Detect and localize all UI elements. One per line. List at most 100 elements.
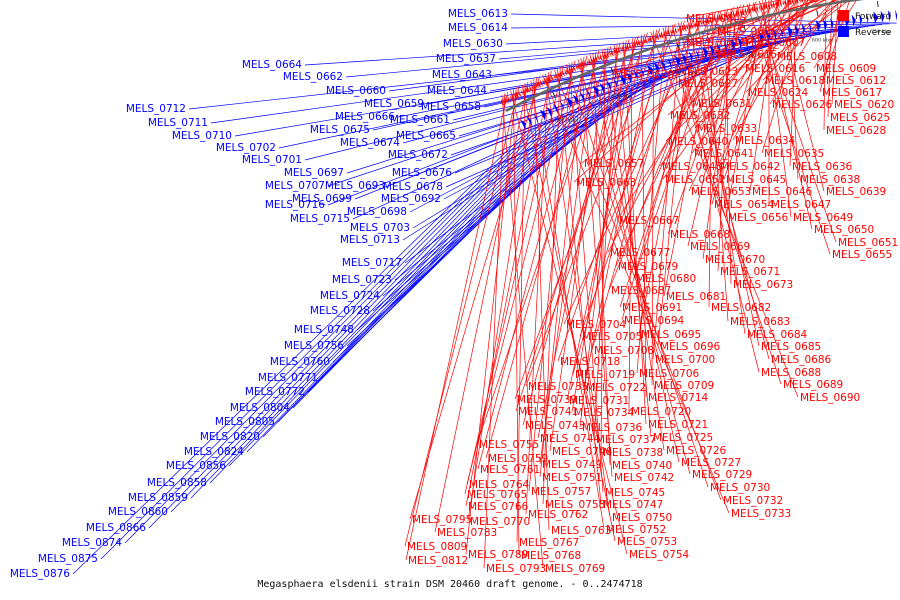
forward-gene-label: MELS_0729 [692,469,752,481]
forward-feature [674,26,678,35]
forward-connector [522,39,630,426]
forward-feature [751,5,755,14]
reverse-gene-label: MELS_0701 [242,154,302,166]
legend-reverse-swatch [838,26,849,37]
reverse-feature [858,13,863,26]
forward-feature [718,13,722,22]
forward-feature [522,87,527,96]
forward-gene-label: MELS_0687 [611,285,671,297]
forward-gene-label: MELS_0626 [772,99,832,111]
forward-gene-label: MELS_0679 [618,261,678,273]
forward-feature [564,68,568,76]
forward-gene-label: MELS_0739 [517,394,577,406]
forward-gene-label: MELS_0663 [576,177,636,189]
reverse-connector [443,61,700,200]
forward-feature [798,0,802,4]
reverse-connector [210,46,756,124]
forward-gene-label: MELS_0680 [636,273,696,285]
forward-feature [503,97,507,105]
legend-forward-swatch [838,10,849,21]
forward-gene-label: MELS_0656 [728,212,788,224]
legend-reverse-label: Reverse [855,28,892,38]
forward-gene-label: MELS_0733 [731,508,791,520]
forward-gene-label: MELS_0700 [655,354,715,366]
forward-connector [662,27,782,385]
forward-gene-label: MELS_0673 [733,279,793,291]
forward-connector [823,0,827,131]
forward-connector [477,55,588,470]
forward-gene-label: MELS_0736 [582,422,642,434]
reverse-feature [520,119,526,131]
forward-feature [794,0,797,5]
reverse-feature [822,18,828,31]
forward-feature [654,33,658,42]
forward-feature [588,58,592,66]
forward-gene-label: MELS_0617 [822,87,882,99]
reverse-gene-label: MELS_0874 [62,537,122,549]
reverse-feature [751,33,755,46]
forward-gene-label: MELS_0768 [521,550,581,562]
tick-label: 950 kbp [612,93,633,99]
forward-gene-label: MELS_0705 [582,331,642,343]
reverse-gene-label: MELS_0643 [432,69,492,81]
forward-gene-label: MELS_0708 [594,345,654,357]
forward-feature [617,46,621,55]
forward-gene-label: MELS_0628 [826,125,886,137]
forward-feature [740,8,743,17]
reverse-gene-label: MELS_0772 [245,386,305,398]
forward-feature [681,24,685,33]
reverse-gene-label: MELS_0703 [350,222,410,234]
forward-feature [515,91,520,99]
forward-feature [595,55,599,63]
reverse-feature [619,74,626,87]
forward-gene-label: MELS_0738 [603,447,663,459]
forward-feature [784,0,787,7]
forward-connector [405,91,509,561]
tick-label: 900 kbp [676,70,697,76]
forward-feature [670,28,674,36]
reverse-gene-label: MELS_0658 [421,101,481,113]
forward-connector [665,0,810,142]
forward-gene-label: MELS_0616 [745,63,805,75]
forward-connector [711,0,772,205]
forward-gene-label: MELS_0667 [619,215,679,227]
reverse-gene-label: MELS_0866 [86,522,146,534]
forward-gene-label: MELS_0763 [551,525,611,537]
forward-feature [772,0,776,9]
forward-feature [791,0,794,5]
forward-gene-label: MELS_0812 [408,555,468,567]
reverse-gene-label: MELS_0660 [326,85,386,97]
reverse-gene-label: MELS_0702 [216,142,276,154]
forward-feature [782,0,785,7]
reverse-gene-label: MELS_0676 [392,167,452,179]
forward-feature [509,94,514,102]
forward-gene-label: MELS_0634 [735,135,795,147]
forward-gene-label: MELS_0615 [717,49,777,61]
reverse-feature [702,46,709,59]
reverse-connector [124,125,540,544]
forward-gene-label: MELS_0754 [629,549,689,561]
forward-feature [599,53,604,61]
forward-gene-label: MELS_0657 [584,158,644,170]
reverse-gene-label: MELS_0711 [148,117,208,129]
forward-feature [763,3,766,11]
forward-feature [573,64,577,72]
reverse-gene-label: MELS_0693 [325,180,385,192]
forward-connector [434,81,529,533]
reverse-connector [262,103,586,438]
tick-label: 800 kbp [812,37,833,43]
forward-gene-label: MELS_0636 [792,161,852,173]
forward-gene-label: MELS_0745 [605,487,665,499]
reverse-feature [695,48,699,61]
forward-gene-label: MELS_0620 [834,99,894,111]
forward-feature [544,77,548,85]
tick-label: 1000 kbp [554,118,578,124]
forward-feature [713,15,717,23]
reverse-gene-label: MELS_0675 [310,124,370,136]
reverse-feature [667,57,672,70]
forward-feature [555,72,559,80]
forward-gene-label: MELS_0650 [814,224,874,236]
reverse-feature [887,9,891,22]
reverse-gene-label: MELS_0659 [364,98,424,110]
forward-feature [559,70,564,78]
